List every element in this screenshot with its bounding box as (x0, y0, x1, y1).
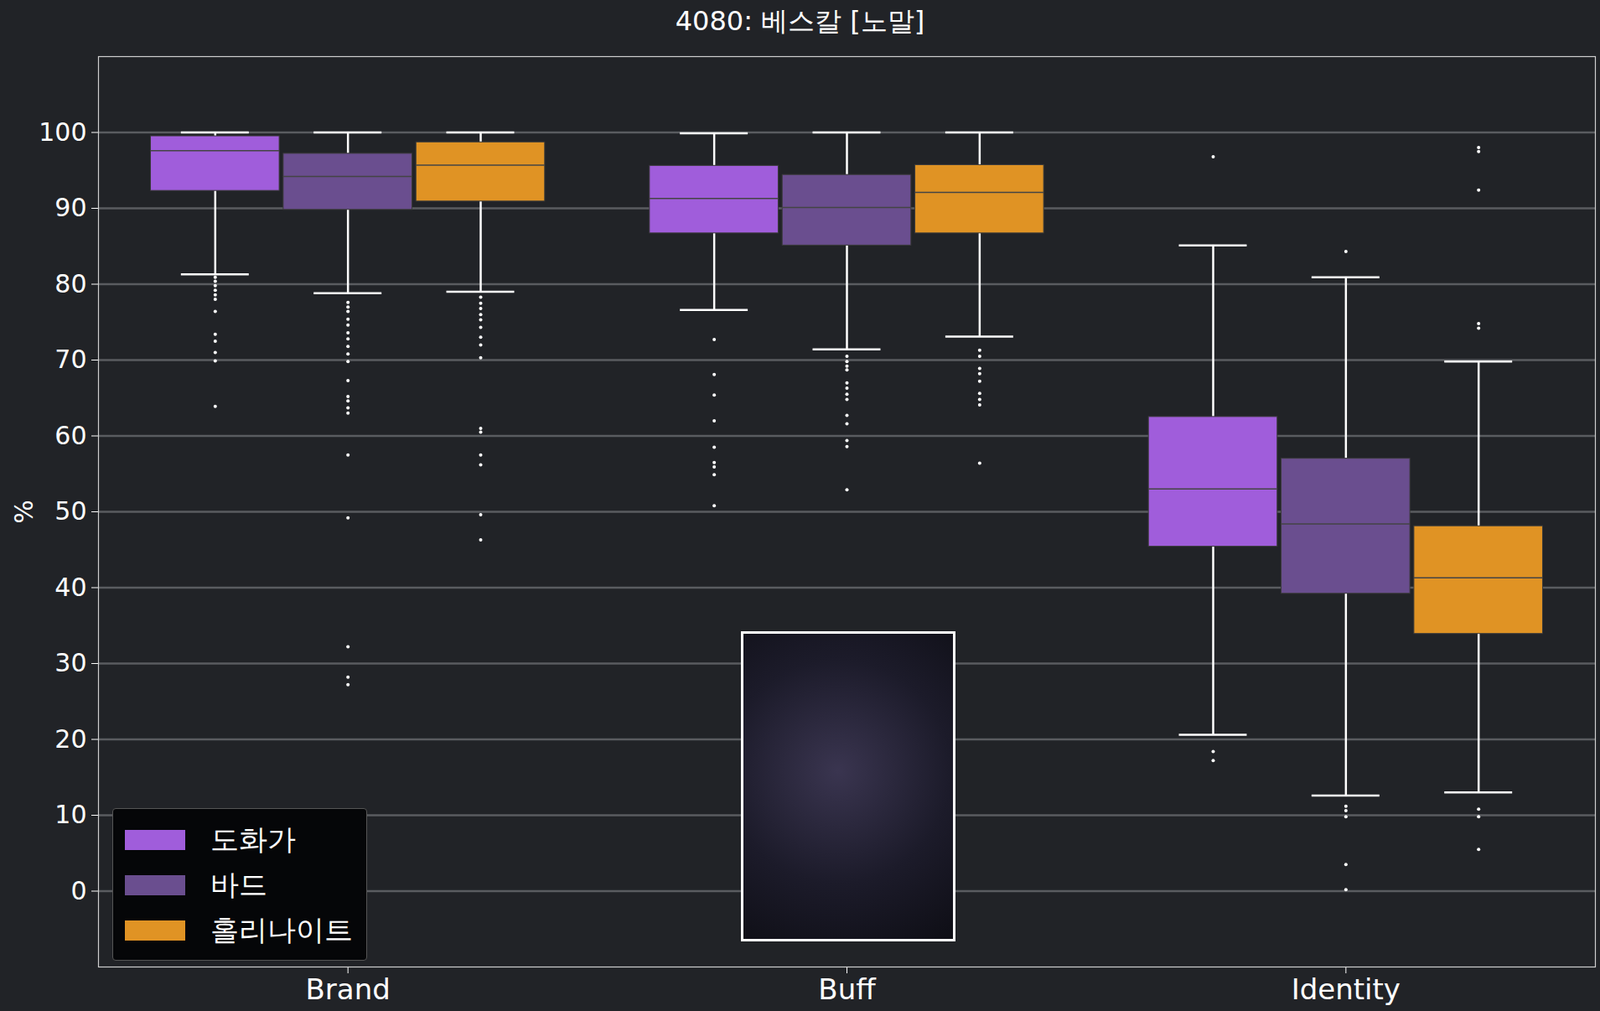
svg-text:60: 60 (54, 420, 87, 451)
svg-text:80: 80 (54, 269, 87, 299)
svg-text:90: 90 (54, 192, 87, 223)
svg-text:50: 50 (54, 496, 87, 526)
svg-text:30: 30 (54, 647, 87, 678)
html-text:도화가: 도화가 (210, 822, 296, 856)
svg-text:70: 70 (54, 344, 87, 374)
svg-text:%: % (9, 499, 39, 524)
html-text:바드: 바드 (210, 867, 268, 901)
html-text:홀리나이트: 홀리나이트 (210, 912, 353, 947)
svg-text:40: 40 (54, 572, 87, 602)
html-text:4080: 베스칼 [노말]: 4080: 베스칼 [노말] (675, 5, 925, 37)
svg-text:10: 10 (54, 799, 87, 829)
svg-text:Identity: Identity (1291, 972, 1401, 1006)
svg-text:Buff: Buff (818, 972, 877, 1006)
svg-text:Brand: Brand (305, 972, 391, 1006)
svg-text:0: 0 (70, 875, 87, 906)
svg-text:100: 100 (38, 117, 87, 147)
svg-text:20: 20 (54, 724, 87, 754)
